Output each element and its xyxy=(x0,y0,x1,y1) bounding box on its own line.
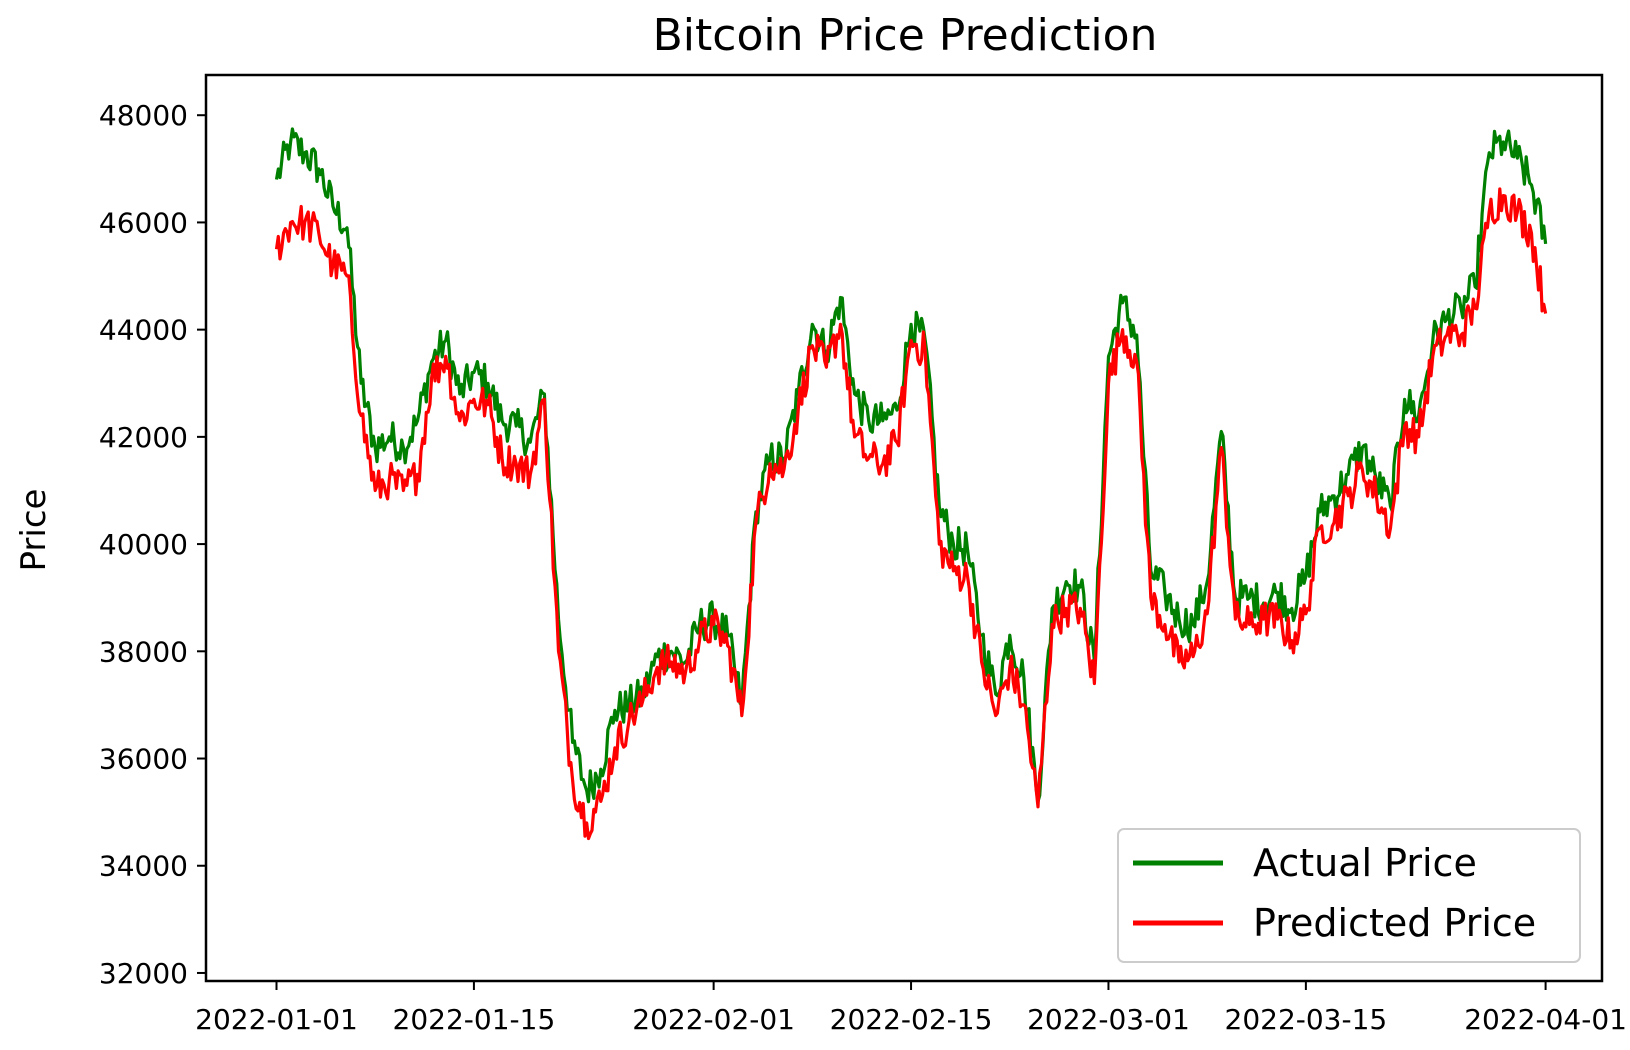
plot-area xyxy=(274,127,1548,841)
legend-label-predicted: Predicted Price xyxy=(1253,901,1536,945)
y-tick-label: 38000 xyxy=(99,635,188,668)
x-tick-label: 2022-01-15 xyxy=(393,1003,556,1036)
legend: Actual Price Predicted Price xyxy=(1117,828,1581,963)
x-tick-label: 2022-02-15 xyxy=(830,1003,993,1036)
chart-title: Bitcoin Price Prediction xyxy=(653,10,1158,61)
y-tick-label: 40000 xyxy=(99,528,188,561)
series-line-predicted xyxy=(274,187,1548,841)
y-axis-label: Price xyxy=(14,489,54,572)
x-tick-label: 2022-03-01 xyxy=(1027,1003,1190,1036)
x-axis: 2022-01-01 2022-01-15 2022-02-01 2022-02-15… xyxy=(195,981,1627,1036)
x-tick-label: 2022-03-15 xyxy=(1225,1003,1388,1036)
plot-frame xyxy=(204,73,1604,983)
legend-label-actual: Actual Price xyxy=(1253,841,1477,885)
y-tick-label: 42000 xyxy=(99,421,188,454)
y-tick-label: 46000 xyxy=(99,206,188,239)
x-tick-label: 2022-01-01 xyxy=(195,1003,358,1036)
y-tick-label: 44000 xyxy=(99,314,188,347)
x-tick-label: 2022-02-01 xyxy=(632,1003,795,1036)
y-axis: 32000 34000 36000 38000 40000 42000 44000 46000… xyxy=(99,99,206,990)
y-tick-label: 32000 xyxy=(99,957,188,990)
legend-box xyxy=(1117,828,1581,963)
x-tick-label: 2022-04-01 xyxy=(1464,1003,1627,1036)
y-tick-label: 34000 xyxy=(99,850,188,883)
y-tick-label: 48000 xyxy=(99,99,188,132)
y-tick-label: 36000 xyxy=(99,743,188,776)
series-line-actual xyxy=(274,127,1548,804)
